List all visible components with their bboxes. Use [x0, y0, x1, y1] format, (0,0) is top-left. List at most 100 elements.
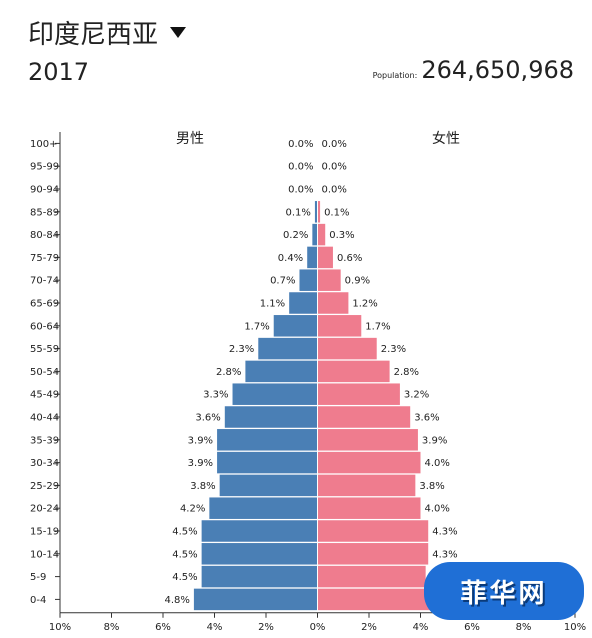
male-value-label: 2.8%	[216, 367, 241, 378]
y-tick-label: 10-14	[30, 549, 59, 560]
y-tick-label: 0-4	[30, 595, 46, 606]
x-tick-label: 0%	[310, 622, 326, 633]
male-bar	[201, 520, 318, 542]
female-bar	[317, 588, 436, 611]
x-tick-label: 6%	[155, 622, 171, 633]
watermark-logo: 菲华网	[424, 562, 584, 620]
female-bar	[317, 543, 429, 565]
male-bar	[224, 406, 318, 428]
male-bar	[258, 337, 318, 360]
female-bar	[317, 520, 429, 542]
population-label: Population:	[372, 71, 418, 80]
y-tick-label: 85-89	[30, 207, 59, 218]
female-value-label: 2.3%	[381, 344, 406, 355]
female-value-label: 2.8%	[394, 367, 419, 378]
x-tick-label: 10%	[564, 622, 586, 633]
watermark-text: 菲华网	[460, 578, 548, 609]
male-value-label: 0.7%	[270, 276, 295, 287]
male-value-label: 4.8%	[164, 595, 189, 606]
male-bar	[299, 269, 318, 291]
y-tick-label: 30-34	[30, 458, 59, 469]
female-value-label: 0.1%	[324, 207, 349, 218]
female-value-label: 0.0%	[322, 185, 347, 196]
male-value-label: 0.4%	[278, 253, 303, 264]
male-value-label: 0.0%	[288, 139, 313, 150]
male-value-label: 0.1%	[286, 207, 311, 218]
female-value-label: 1.2%	[352, 299, 377, 310]
female-bar	[317, 406, 411, 428]
y-tick-label: 100+	[30, 139, 57, 150]
male-bar	[289, 292, 318, 314]
female-value-label: 0.0%	[322, 139, 347, 150]
male-value-label: 2.3%	[229, 344, 254, 355]
female-bar	[317, 451, 421, 474]
year-label: 2017	[28, 58, 90, 86]
y-tick-label: 45-49	[30, 390, 59, 401]
female-value-label: 4.3%	[432, 549, 457, 560]
female-value-label: 0.3%	[329, 230, 354, 241]
male-value-label: 3.6%	[195, 413, 220, 424]
x-tick-label: 4%	[207, 622, 223, 633]
male-value-label: 4.5%	[172, 572, 197, 583]
male-bar	[217, 451, 318, 474]
male-bar	[209, 497, 318, 519]
x-tick-label: 4%	[413, 622, 429, 633]
male-bar	[193, 588, 318, 611]
y-tick-label: 90-94	[30, 185, 59, 196]
female-value-label: 3.6%	[414, 413, 439, 424]
x-tick-label: 10%	[49, 622, 71, 633]
male-value-label: 1.7%	[244, 321, 269, 332]
y-tick-label: 25-29	[30, 481, 59, 492]
male-value-label: 3.9%	[188, 458, 213, 469]
female-bar	[317, 223, 326, 246]
y-tick-label: 40-44	[30, 413, 59, 424]
male-bar	[273, 315, 318, 337]
male-value-label: 0.2%	[283, 230, 308, 241]
x-tick-label: 6%	[464, 622, 480, 633]
country-name: 印度尼西亚	[28, 20, 159, 50]
x-tick-label: 8%	[104, 622, 120, 633]
male-bar	[217, 429, 318, 451]
male-value-label: 4.2%	[180, 504, 205, 515]
female-bar	[317, 337, 377, 360]
male-value-label: 3.8%	[190, 481, 215, 492]
female-value-label: 0.6%	[337, 253, 362, 264]
y-tick-label: 75-79	[30, 253, 59, 264]
series-name-female: 女性	[432, 130, 460, 147]
y-tick-label: 35-39	[30, 435, 59, 446]
caret-down-icon[interactable]	[170, 27, 187, 38]
male-value-label: 4.5%	[172, 527, 197, 538]
population-readout: Population: 264,650,968	[373, 56, 574, 84]
female-bar	[317, 292, 349, 314]
female-bar	[317, 497, 421, 519]
male-value-label: 3.3%	[203, 390, 228, 401]
male-bar	[245, 360, 318, 383]
female-value-label: 0.0%	[322, 162, 347, 173]
y-tick-label: 70-74	[30, 276, 59, 287]
female-value-label: 3.8%	[419, 481, 444, 492]
y-tick-label: 60-64	[30, 321, 59, 332]
female-value-label: 0.9%	[345, 276, 370, 287]
y-tick-label: 15-19	[30, 527, 59, 538]
male-bar	[201, 543, 318, 565]
female-bar	[317, 201, 321, 223]
male-bar	[307, 246, 318, 269]
x-tick-label: 2%	[258, 622, 274, 633]
y-tick-label: 50-54	[30, 367, 59, 378]
female-bar	[317, 269, 341, 291]
female-bar	[317, 246, 333, 269]
female-bar	[317, 315, 362, 337]
male-value-label: 0.0%	[288, 162, 313, 173]
male-value-label: 3.9%	[188, 435, 213, 446]
y-tick-label: 80-84	[30, 230, 59, 241]
country-selector[interactable]: 印度尼西亚	[28, 14, 187, 51]
y-tick-label: 5-9	[30, 572, 46, 583]
male-bar	[232, 383, 318, 405]
x-tick-label: 8%	[516, 622, 532, 633]
female-value-label: 4.3%	[432, 527, 457, 538]
female-bar	[317, 565, 426, 588]
population-value: 264,650,968	[421, 56, 574, 84]
y-tick-label: 55-59	[30, 344, 59, 355]
y-tick-label: 20-24	[30, 504, 59, 515]
